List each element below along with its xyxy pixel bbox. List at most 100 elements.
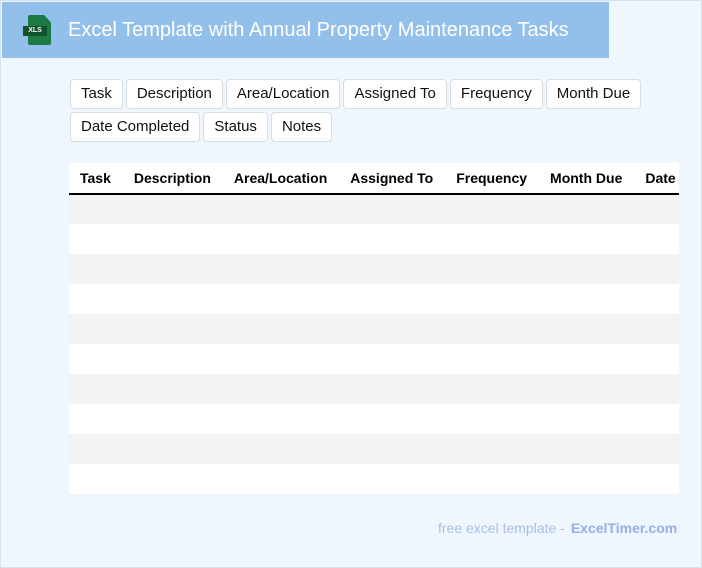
table-cell[interactable] [69,374,123,404]
tasks-table: Task Description Area/Location Assigned To F… [69,163,679,494]
table-cell[interactable] [634,284,679,314]
table-cell[interactable] [123,404,223,434]
table-cell[interactable] [122,194,223,224]
footer-link[interactable]: ExcelTimer.com [570,520,678,536]
table-cell[interactable] [539,284,634,314]
table-cell[interactable] [339,224,445,254]
table-cell[interactable] [69,194,123,224]
column-header: Frequency [445,163,540,195]
column-chip[interactable]: Description [125,79,223,109]
table-cell[interactable] [222,314,340,344]
table-cell[interactable] [634,464,679,494]
table-cell[interactable] [339,254,446,284]
table-cell[interactable] [122,434,223,464]
table-cell[interactable] [445,194,540,224]
table-cell[interactable] [445,404,539,434]
table-cell[interactable] [339,404,445,434]
table-cell[interactable] [223,344,339,374]
table-cell[interactable] [445,464,539,494]
table-row [69,224,679,254]
table-cell[interactable] [445,224,539,254]
column-chip[interactable]: Month Due [545,79,642,109]
table-cell[interactable] [69,464,123,494]
column-chip[interactable]: Notes [270,112,333,142]
table-cell[interactable] [69,404,123,434]
table-cell[interactable] [634,374,679,404]
table-cell[interactable] [539,224,634,254]
column-header: Assigned To [339,163,446,195]
column-chip[interactable]: Assigned To [343,79,447,109]
table-cell[interactable] [539,434,635,464]
table-row [69,284,679,314]
column-chip[interactable]: Date Completed [70,112,201,142]
table-cell[interactable] [634,314,679,344]
table-cell[interactable] [445,374,540,404]
column-chip[interactable]: Frequency [449,79,543,109]
table-cell[interactable] [222,194,340,224]
table-cell[interactable] [445,284,539,314]
table-cell[interactable] [539,464,634,494]
table-cell[interactable] [222,254,340,284]
column-chips: Task Description Area/Location Assigned To F… [70,79,650,142]
table-cell[interactable] [634,434,679,464]
table-row [69,254,679,284]
column-chip[interactable]: Area/Location [225,79,341,109]
xls-file-icon: XLS [23,15,53,45]
table-cell[interactable] [539,194,635,224]
table-cell[interactable] [222,434,340,464]
table-row [69,374,679,404]
table-cell[interactable] [634,344,679,374]
header-banner: XLS Excel Template with Annual Property … [2,2,609,58]
table-container: Task Description Area/Location Assigned To F… [69,163,679,494]
table-row [69,314,679,344]
table-cell[interactable] [123,464,223,494]
table-cell[interactable] [69,254,123,284]
table-row [69,464,679,494]
table-cell[interactable] [634,254,679,284]
column-header: Description [122,163,223,195]
table-cell[interactable] [339,374,446,404]
table-cell[interactable] [69,224,123,254]
table-cell[interactable] [445,254,540,284]
table-row [69,194,679,224]
table-cell[interactable] [339,314,446,344]
column-chip[interactable]: Task [70,79,123,109]
table-cell[interactable] [122,374,223,404]
table-cell[interactable] [539,254,635,284]
table-cell[interactable] [122,254,223,284]
table-cell[interactable] [339,434,446,464]
footer-text: free excel template - [438,520,565,536]
table-cell[interactable] [223,464,339,494]
table-cell[interactable] [222,374,340,404]
table-cell[interactable] [539,374,635,404]
table-cell[interactable] [539,344,634,374]
table-cell[interactable] [445,344,539,374]
table-cell[interactable] [634,404,679,434]
table-cell[interactable] [445,434,540,464]
table-cell[interactable] [539,314,635,344]
table-cell[interactable] [339,284,445,314]
table-cell[interactable] [634,194,679,224]
table-cell[interactable] [339,464,445,494]
table-cell[interactable] [445,314,540,344]
table-cell[interactable] [123,344,223,374]
table-row [69,434,679,464]
column-header: Month Due [539,163,635,195]
table-cell[interactable] [123,224,223,254]
column-header: Date Completed [634,163,679,195]
table-cell[interactable] [223,284,339,314]
table-cell[interactable] [539,404,634,434]
table-cell[interactable] [223,224,339,254]
table-cell[interactable] [122,314,223,344]
table-cell[interactable] [69,434,123,464]
table-cell[interactable] [69,344,123,374]
table-cell[interactable] [223,404,339,434]
table-cell[interactable] [69,314,123,344]
page-title: Excel Template with Annual Property Main… [68,18,569,41]
column-chip[interactable]: Status [203,112,268,142]
table-cell[interactable] [339,194,446,224]
table-cell[interactable] [123,284,223,314]
table-cell[interactable] [339,344,445,374]
table-cell[interactable] [69,284,123,314]
table-cell[interactable] [634,224,679,254]
